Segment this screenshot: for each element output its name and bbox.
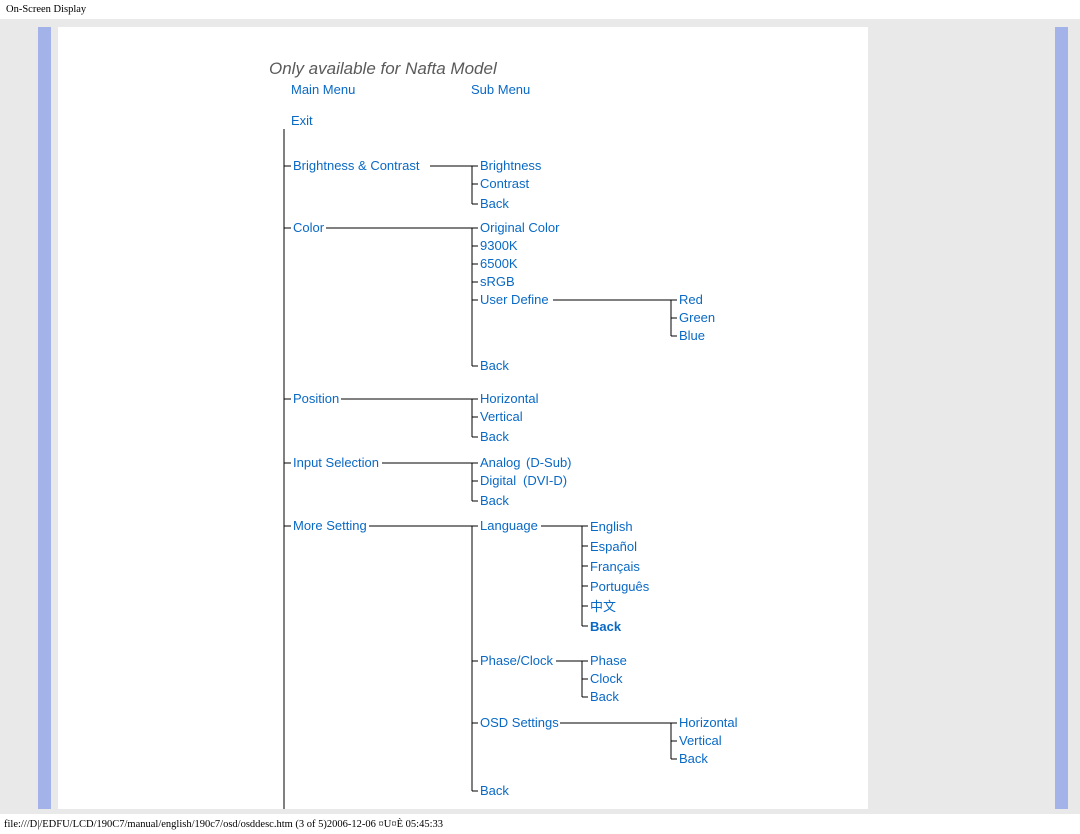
left-bar — [38, 27, 51, 809]
horizontal-label-2: Horizontal — [679, 715, 738, 730]
brightness-contrast-label: Brightness & Contrast — [293, 158, 420, 173]
green-label: Green — [679, 310, 715, 325]
back-label-2: Back — [480, 358, 509, 373]
srgb-label: sRGB — [480, 274, 515, 289]
francais-label: Français — [590, 559, 640, 574]
contrast-label: Contrast — [480, 176, 530, 191]
horizontal-label-1: Horizontal — [480, 391, 539, 406]
sub-menu-header: Sub Menu — [471, 82, 530, 97]
original-color-label: Original Color — [480, 220, 560, 235]
portugues-label: Português — [590, 579, 650, 594]
main-menu-header: Main Menu — [291, 82, 355, 97]
exit-label: Exit — [291, 113, 313, 128]
back-label-8: Back — [480, 783, 509, 798]
dsub-label: (D-Sub) — [526, 455, 572, 470]
digital-label: Digital — [480, 473, 516, 488]
brightness-label: Brightness — [480, 158, 542, 173]
analog-label: Analog — [480, 455, 520, 470]
dvid-label: (DVI-D) — [523, 473, 567, 488]
back-label-1: Back — [480, 196, 509, 211]
back-label-7: Back — [679, 751, 708, 766]
blue-label: Blue — [679, 328, 705, 343]
input-selection-label: Input Selection — [293, 455, 379, 470]
k6500-label: 6500K — [480, 256, 518, 271]
back-label-5: Back — [590, 619, 622, 634]
english-label: English — [590, 519, 633, 534]
osd-settings-label: OSD Settings — [480, 715, 559, 730]
page-title: On-Screen Display — [0, 0, 1080, 19]
vertical-label-2: Vertical — [679, 733, 722, 748]
phase-label: Phase — [590, 653, 627, 668]
more-setting-label: More Setting — [293, 518, 367, 533]
user-define-label: User Define — [480, 292, 549, 307]
color-label: Color — [293, 220, 325, 235]
red-label: Red — [679, 292, 703, 307]
clock-label: Clock — [590, 671, 623, 686]
page-container: Only available for Nafta Model Main Menu… — [0, 19, 1080, 814]
back-label-6: Back — [590, 689, 619, 704]
phase-clock-label: Phase/Clock — [480, 653, 553, 668]
content-area: Only available for Nafta Model Main Menu… — [58, 27, 868, 809]
vertical-label-1: Vertical — [480, 409, 523, 424]
right-bar — [1055, 27, 1068, 809]
language-label: Language — [480, 518, 538, 533]
position-label: Position — [293, 391, 339, 406]
espanol-label: Español — [590, 539, 637, 554]
chinese-label: 中文 — [590, 599, 616, 614]
footer-text: file:///D|/EDFU/LCD/190C7/manual/english… — [4, 819, 443, 830]
menu-tree-diagram: Only available for Nafta Model Main Menu… — [58, 27, 868, 809]
back-label-4: Back — [480, 493, 509, 508]
back-label-3: Back — [480, 429, 509, 444]
heading-text: Only available for Nafta Model — [269, 59, 498, 78]
k9300-label: 9300K — [480, 238, 518, 253]
